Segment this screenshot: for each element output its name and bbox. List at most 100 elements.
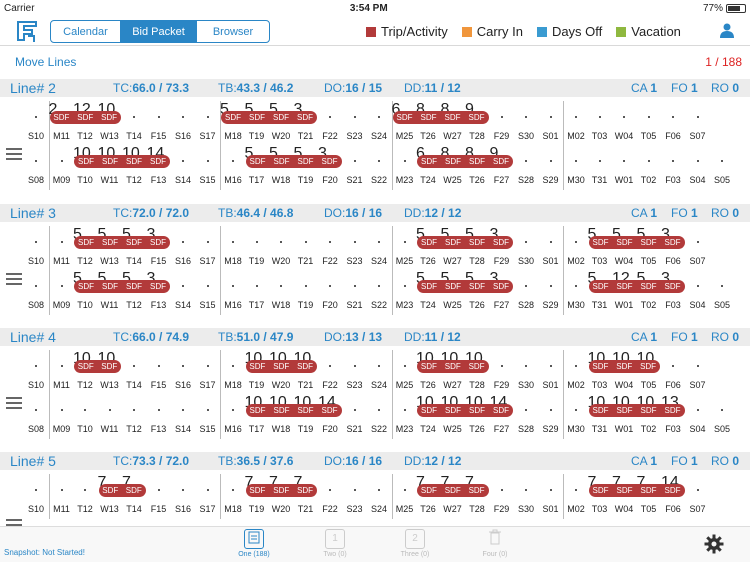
trip-pill[interactable]: SDF SDF SDF SDF [417, 155, 513, 168]
segment-bid-packet[interactable]: Bid Packet [121, 21, 197, 42]
day-cell[interactable]: W01 [612, 270, 636, 315]
day-cell[interactable]: S08 [24, 270, 48, 315]
trip-pill[interactable]: SDF SDF SDF SDF [221, 111, 317, 124]
day-cell[interactable]: T19 [294, 394, 318, 439]
day-cell[interactable]: S23 [343, 101, 367, 146]
day-cell[interactable]: W20 [269, 474, 293, 519]
day-cell[interactable]: F06 [661, 226, 685, 271]
day-cell[interactable]: S24 [367, 226, 391, 271]
day-cell[interactable]: T03 [588, 474, 612, 519]
day-cell[interactable]: F20 [318, 394, 342, 439]
trip-pill[interactable]: SDF SDF SDF [417, 484, 489, 497]
day-cell[interactable]: T31 [588, 270, 612, 315]
day-cell[interactable]: S23 [343, 226, 367, 271]
day-cell[interactable]: M11 [48, 350, 73, 395]
day-cell[interactable]: M09 [48, 145, 73, 190]
day-cell[interactable]: M18 [220, 101, 244, 146]
day-cell[interactable]: W25 [441, 394, 465, 439]
trip-pill[interactable]: SDF SDF SDF SDF [588, 280, 685, 293]
day-cell[interactable]: W27 [441, 226, 465, 271]
day-cell[interactable]: M30 [563, 145, 587, 190]
tab-2[interactable]: 1 Two (0) [305, 529, 365, 558]
day-cell[interactable]: S10 [24, 226, 48, 271]
day-cell[interactable]: T10 [73, 270, 97, 315]
day-cell[interactable]: T12 [122, 270, 146, 315]
day-cell[interactable]: W18 [269, 145, 293, 190]
reorder-icon[interactable] [6, 148, 22, 160]
day-cell[interactable]: T28 [465, 226, 489, 271]
trip-pill[interactable]: SDF SDF SDF SDF [245, 404, 342, 417]
day-cell[interactable]: T03 [588, 350, 612, 395]
day-cell[interactable]: S30 [514, 474, 538, 519]
day-cell[interactable]: T02 [637, 394, 661, 439]
day-cell[interactable]: W13 [98, 226, 122, 271]
day-cell[interactable]: S22 [367, 394, 391, 439]
tab-1[interactable]: One (188) [224, 529, 284, 558]
trip-pill[interactable]: SDF SDF SDF SDF [74, 236, 170, 249]
trip-pill[interactable]: SDF SDF SDF [245, 360, 317, 373]
trip-pill[interactable]: SDF SDF SDF SDF [588, 236, 685, 249]
trip-pill[interactable]: SDF SDF SDF SDF [417, 404, 513, 417]
day-cell[interactable]: S01 [539, 350, 563, 395]
day-cell[interactable]: M11 [48, 101, 73, 146]
line-title[interactable]: Line# 3 [10, 205, 56, 221]
gear-icon[interactable] [704, 534, 724, 554]
day-cell[interactable]: S10 [24, 350, 48, 395]
day-cell[interactable]: T17 [245, 270, 269, 315]
day-cell[interactable]: S04 [686, 270, 710, 315]
day-cell[interactable]: S16 [171, 474, 195, 519]
day-cell[interactable]: T26 [465, 145, 489, 190]
day-cell[interactable]: F15 [147, 226, 171, 271]
day-cell[interactable]: F20 [318, 270, 342, 315]
day-cell[interactable]: F29 [490, 101, 514, 146]
day-cell[interactable]: S05 [710, 145, 734, 190]
day-cell[interactable]: M02 [563, 226, 587, 271]
day-cell[interactable]: S07 [686, 474, 710, 519]
day-cell[interactable]: T21 [294, 226, 318, 271]
day-cell[interactable]: S04 [686, 394, 710, 439]
day-cell[interactable]: T17 [245, 394, 269, 439]
day-cell[interactable]: M23 [391, 270, 416, 315]
day-cell[interactable]: W04 [612, 226, 636, 271]
day-cell[interactable]: M30 [563, 270, 587, 315]
day-cell[interactable]: F03 [661, 270, 685, 315]
day-cell[interactable]: T21 [294, 350, 318, 395]
day-cell[interactable]: T28 [465, 474, 489, 519]
day-cell[interactable]: T12 [122, 145, 146, 190]
day-cell[interactable]: T21 [294, 101, 318, 146]
trip-pill[interactable]: SDF SDF SDF SDF [74, 155, 170, 168]
trip-pill[interactable]: SDF SDF SDF SDF [417, 236, 513, 249]
day-cell[interactable]: F22 [318, 350, 342, 395]
day-cell[interactable]: S17 [196, 350, 220, 395]
day-cell[interactable]: T26 [465, 394, 489, 439]
day-cell[interactable]: M30 [563, 394, 587, 439]
day-cell[interactable]: S28 [514, 394, 538, 439]
day-cell[interactable]: S14 [171, 394, 195, 439]
day-cell[interactable]: T28 [465, 101, 489, 146]
line-title[interactable]: Line# 5 [10, 453, 56, 469]
day-cell[interactable]: F15 [147, 101, 171, 146]
day-cell[interactable]: W27 [441, 101, 465, 146]
day-cell[interactable]: S23 [343, 474, 367, 519]
day-cell[interactable]: S05 [710, 394, 734, 439]
day-cell[interactable]: T12 [73, 226, 97, 271]
day-cell[interactable]: M02 [563, 474, 587, 519]
day-cell[interactable]: F27 [490, 270, 514, 315]
day-cell[interactable]: S05 [710, 270, 734, 315]
day-cell[interactable]: S16 [171, 226, 195, 271]
day-cell[interactable]: F27 [490, 145, 514, 190]
trip-pill[interactable]: SDF SDF SDF SDF [588, 404, 685, 417]
day-cell[interactable]: S22 [367, 270, 391, 315]
trip-pill[interactable]: SDF SDF SDF SDF [245, 155, 342, 168]
day-cell[interactable]: T28 [465, 350, 489, 395]
day-cell[interactable]: M02 [563, 101, 587, 146]
day-cell[interactable]: S23 [343, 350, 367, 395]
day-cell[interactable]: S16 [171, 350, 195, 395]
day-cell[interactable]: F13 [147, 394, 171, 439]
day-cell[interactable]: S01 [539, 474, 563, 519]
trip-pill[interactable]: SDF SDF SDF SDF [74, 280, 170, 293]
day-cell[interactable]: S29 [539, 394, 563, 439]
day-cell[interactable]: M16 [220, 270, 244, 315]
trip-pill[interactable]: SDF SDF SDF [49, 111, 121, 124]
day-cell[interactable]: S17 [196, 101, 220, 146]
